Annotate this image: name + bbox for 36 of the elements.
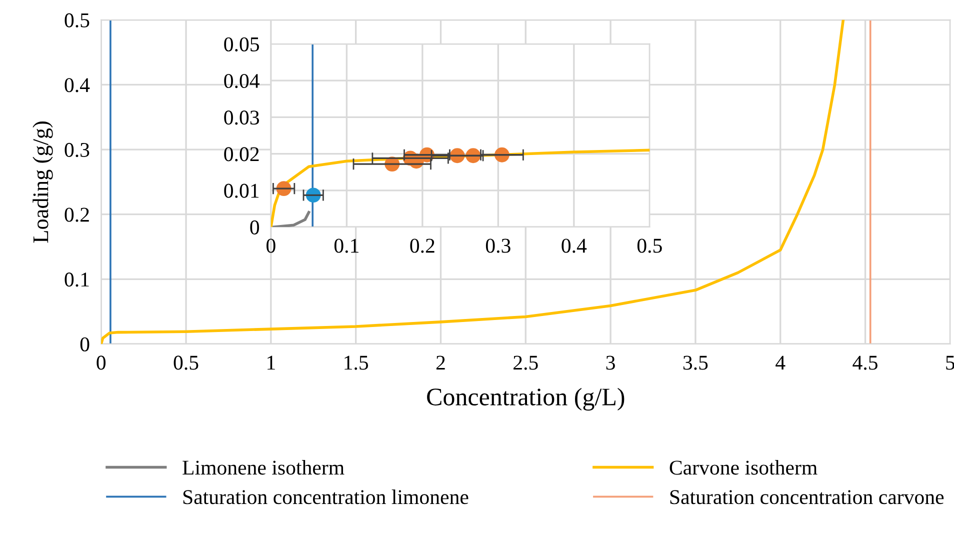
y-tick-label: 0.02 (224, 147, 259, 162)
y-tick-label: 0 (250, 220, 260, 234)
x-tick-label: 0.5 (174, 356, 198, 370)
legend-label: Limonene isotherm (182, 460, 344, 475)
y-tick-label: 0.5 (64, 13, 90, 28)
y-tick-label: 0.3 (64, 142, 90, 158)
x-tick-label: 4.5 (852, 356, 878, 370)
x-tick-label: 1.5 (344, 356, 368, 370)
y-tick-label: 0.1 (64, 272, 89, 287)
y-tick-label: 0.4 (64, 78, 90, 92)
line-series (272, 210, 310, 228)
x-tick-label: 3.5 (683, 356, 708, 370)
x-tick-label: 3 (606, 356, 615, 370)
x-tick-label: 0.3 (486, 238, 510, 253)
y-tick-label: 0.04 (224, 74, 260, 88)
x-tick-label: 1 (268, 356, 275, 370)
y-tick-label: 0.2 (64, 208, 89, 222)
x-tick-label: 0.1 (334, 238, 358, 253)
x-tick-label: 0.2 (410, 238, 434, 253)
y-tick-label: 0.01 (224, 184, 259, 198)
legend-label: Carvone isotherm (670, 460, 818, 475)
line-series (101, 20, 845, 344)
x-axis-title: Concentration (g/L) (427, 388, 624, 411)
x-tick-label: 0.5 (637, 238, 662, 253)
x-tick-label: 0 (266, 238, 276, 253)
x-tick-label: 0 (96, 356, 106, 370)
y-tick-label: 0.05 (224, 37, 260, 52)
x-tick-label: 2 (436, 356, 445, 370)
legend-label: Saturation concentration limonene (183, 489, 468, 504)
x-tick-label: 0.4 (562, 238, 587, 253)
y-axis-title: Loading (g/g) (32, 122, 53, 243)
x-tick-label: 4 (776, 356, 786, 370)
legend-label: Saturation concentration carvone (670, 490, 944, 504)
y-tick-label: 0.03 (224, 110, 260, 125)
x-tick-label: 2.5 (514, 356, 538, 370)
y-tick-label: 0 (80, 337, 90, 352)
